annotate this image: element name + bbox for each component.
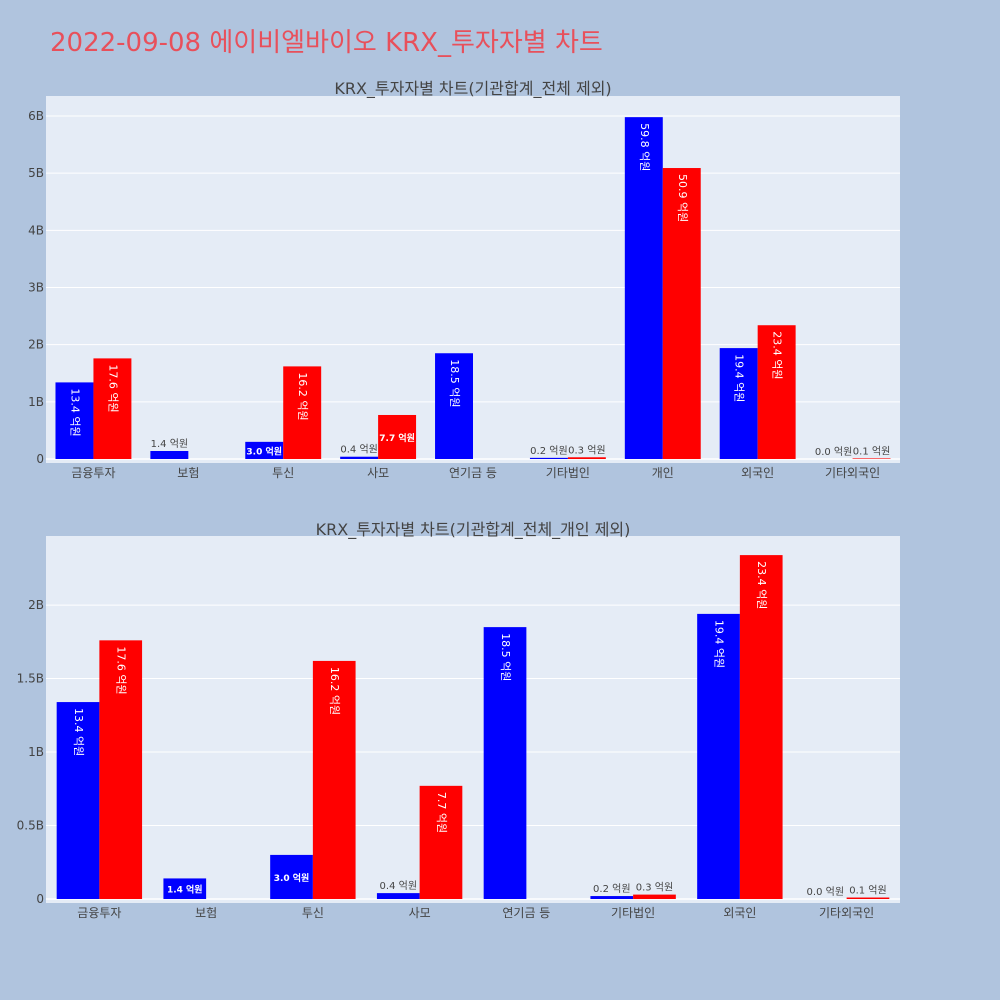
bar-data-label: 7.7 억원: [435, 792, 448, 833]
bar-red: [633, 894, 676, 899]
bar-data-label: 1.4 억원: [151, 438, 188, 450]
bar-red: [378, 414, 417, 459]
bar-red: [99, 640, 143, 899]
chart-title: KRX_투자자별 차트(기관합계_전체_개인 제외): [316, 520, 631, 540]
bar-data-label: 0.4 억원: [380, 880, 417, 892]
bar-data-label: 7.7 억원: [379, 432, 415, 444]
x-tick-label: 외국인: [741, 466, 774, 480]
bar-red: [739, 555, 783, 899]
bar-red: [852, 458, 891, 459]
bar-data-label: 13.4 억원: [68, 388, 81, 436]
bar-data-label: 17.6 억원: [115, 646, 128, 694]
bar-data-label: 50.9 억원: [676, 174, 689, 222]
y-tick-label: 2B: [28, 598, 44, 612]
page-title: 2022-09-08 에이비엘바이오 KRX_투자자별 차트: [50, 28, 603, 58]
chart-title: KRX_투자자별 차트(기관합계_전체 제외): [334, 79, 611, 99]
y-tick-label: 1.5B: [17, 672, 44, 686]
bar-blue: [163, 878, 207, 899]
y-tick-label: 2B: [28, 338, 44, 352]
bar-data-label: 0.4 억원: [340, 444, 377, 456]
bar-data-label: 59.8 억원: [638, 123, 651, 171]
bar-data-label: 13.4 억원: [72, 708, 85, 756]
bar-blue: [270, 854, 313, 899]
bar-red: [567, 457, 606, 459]
bar-red: [757, 325, 796, 459]
y-tick-label: 3B: [28, 281, 44, 295]
bar-red: [846, 897, 890, 899]
bar-data-label: 17.6 억원: [106, 364, 119, 412]
x-tick-label: 사모: [409, 906, 431, 920]
x-tick-label: 투신: [302, 906, 324, 920]
bar-blue: [56, 702, 100, 899]
y-tick-label: 1B: [28, 745, 44, 759]
bar-data-label: 16.2 억원: [296, 372, 309, 420]
bar-blue: [483, 627, 527, 899]
bar-blue: [340, 456, 379, 459]
bar-data-label: 19.4 억원: [733, 354, 746, 402]
bar-blue: [529, 457, 568, 459]
bar-blue: [435, 353, 473, 459]
x-tick-label: 보험: [177, 466, 199, 480]
bar-data-label: 16.2 억원: [328, 667, 341, 715]
bar-blue: [697, 613, 740, 899]
bar-data-label: 23.4 억원: [755, 561, 768, 609]
x-tick-label: 기타외국인: [825, 466, 880, 480]
x-tick-label: 금융투자: [71, 466, 115, 480]
y-tick-label: 0: [36, 452, 44, 466]
bar-data-label: 0.0 억원: [815, 446, 852, 458]
bar-data-label: 18.5 억원: [499, 633, 512, 681]
x-tick-label: 투신: [272, 466, 294, 480]
bar-blue: [590, 896, 634, 899]
bar-blue: [624, 117, 663, 459]
bar-blue: [55, 382, 94, 459]
bar-blue: [376, 893, 420, 899]
x-tick-label: 금융투자: [77, 906, 121, 920]
bar-red: [283, 366, 322, 459]
bar-data-label: 18.5 억원: [448, 359, 461, 407]
bar-data-label: 3.0 억원: [274, 872, 310, 884]
y-tick-label: 0.5B: [17, 819, 44, 833]
x-tick-label: 개인: [652, 466, 674, 480]
bar-red: [662, 168, 701, 459]
y-tick-label: 4B: [28, 223, 44, 237]
bar-blue: [245, 441, 284, 459]
y-tick-label: 0: [36, 892, 44, 906]
bar-data-label: 0.3 억원: [636, 882, 673, 894]
x-tick-label: 기타외국인: [819, 906, 874, 920]
bar-data-label: 0.2 억원: [530, 445, 567, 457]
bar-data-label: 0.3 억원: [568, 444, 605, 456]
bar-data-label: 19.4 억원: [713, 620, 726, 668]
bar-data-label: 23.4 억원: [771, 331, 784, 379]
bar-data-label: 1.4 억원: [167, 884, 203, 896]
y-tick-label: 1B: [28, 395, 44, 409]
x-tick-label: 사모: [367, 466, 389, 480]
bar-chart-institution-excluded: 0 1B 2B 3B 4B 5B 6B KRX_투자자별 차트(기관합계_전체 제외) 금융투자…: [28, 79, 900, 480]
bar-blue: [150, 450, 189, 459]
y-tick-label: 6B: [28, 109, 44, 123]
x-tick-label: 연기금 등: [449, 466, 497, 480]
bar-data-label: 0.0 억원: [807, 886, 844, 898]
x-tick-label: 연기금 등: [502, 906, 550, 920]
x-tick-label: 외국인: [723, 906, 756, 920]
bar-data-label: 0.1 억원: [849, 885, 886, 897]
bar-data-label: 3.0 억원: [246, 445, 282, 457]
x-tick-label: 기타법인: [611, 906, 655, 920]
bar-red: [312, 660, 356, 899]
bar-data-label: 0.2 억원: [593, 883, 630, 895]
bar-red: [419, 785, 463, 899]
bar-data-label: 0.1 억원: [853, 445, 890, 457]
bar-red: [93, 358, 132, 459]
x-tick-label: 기타법인: [546, 466, 590, 480]
x-tick-label: 보험: [195, 906, 217, 920]
bar-blue: [719, 348, 758, 459]
y-tick-label: 5B: [28, 166, 44, 180]
